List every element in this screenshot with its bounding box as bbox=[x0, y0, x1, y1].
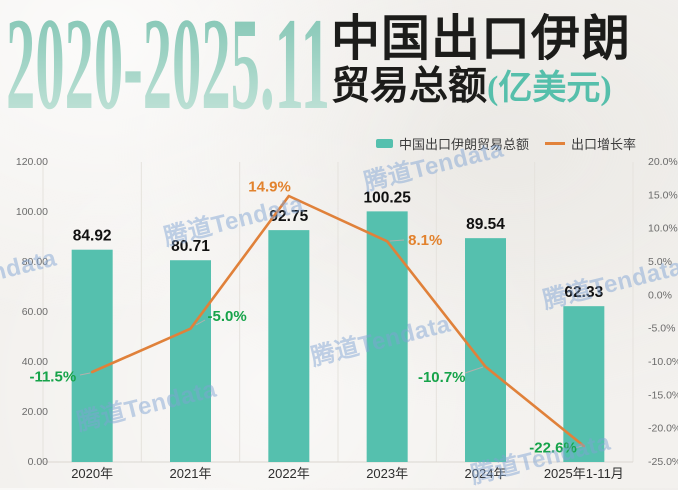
right-axis-tick: -10.0% bbox=[648, 356, 678, 368]
right-axis-tick: 5.0% bbox=[648, 256, 672, 268]
left-axis-tick: 40.00 bbox=[22, 356, 48, 368]
bar-value-label: 100.25 bbox=[363, 189, 411, 206]
growth-rate-label: -5.0% bbox=[208, 308, 247, 325]
chart-legend: 中国出口伊朗贸易总额 出口增长率 bbox=[376, 134, 636, 153]
rate-label-leader bbox=[195, 319, 206, 326]
growth-rate-label: -11.5% bbox=[29, 369, 76, 386]
bar bbox=[366, 211, 408, 462]
header-period: 2020-2025.11 bbox=[6, 16, 330, 120]
header-titles: 中国出口伊朗 贸易总额(亿美元) bbox=[331, 11, 671, 108]
right-axis-tick: 15.0% bbox=[648, 189, 678, 201]
rate-label-leader bbox=[574, 445, 583, 449]
bar bbox=[71, 249, 113, 462]
bar-swatch-icon bbox=[376, 139, 393, 148]
x-axis-category-label: 2022年 bbox=[268, 466, 310, 481]
right-axis-tick: -25.0% bbox=[648, 456, 678, 468]
x-axis-category-label: 2024年 bbox=[465, 466, 507, 481]
bar-value-label: 62.33 bbox=[564, 284, 603, 301]
left-axis-tick: 100.00 bbox=[16, 206, 48, 218]
right-axis-tick: -20.0% bbox=[648, 423, 678, 435]
left-axis-tick: 60.00 bbox=[22, 306, 48, 318]
right-axis-tick: 20.0% bbox=[648, 156, 678, 168]
header-period-graphic: 2020-2025.11 bbox=[6, 16, 330, 120]
bar bbox=[268, 230, 310, 462]
rate-label-leader bbox=[389, 239, 405, 242]
legend-label: 出口增长率 bbox=[571, 137, 637, 152]
right-axis-tick: -15.0% bbox=[648, 389, 678, 401]
left-axis-tick: 80.00 bbox=[22, 256, 48, 268]
bar bbox=[170, 260, 211, 462]
growth-rate-label: 8.1% bbox=[408, 232, 442, 249]
bar-value-label: 80.71 bbox=[171, 238, 210, 255]
x-axis-category-label: 2023年 bbox=[366, 466, 408, 481]
left-axis-tick: 0.00 bbox=[28, 456, 49, 468]
right-axis-tick: -5.0% bbox=[648, 323, 675, 335]
legend-item-total: 中国出口伊朗贸易总额 bbox=[376, 134, 529, 153]
x-axis-category-label: 2025年1-11月 bbox=[544, 466, 624, 481]
left-axis-tick: 120.00 bbox=[16, 156, 48, 168]
page-title-line2: 贸易总额(亿美元) bbox=[331, 64, 671, 108]
growth-rate-label: -10.7% bbox=[418, 369, 466, 386]
bar-value-label: 89.54 bbox=[466, 216, 505, 233]
rate-label-leader bbox=[79, 372, 91, 376]
legend-label: 中国出口伊朗贸易总额 bbox=[399, 137, 530, 152]
growth-rate-line bbox=[90, 194, 586, 448]
x-axis-category-label: 2021年 bbox=[170, 466, 212, 481]
line-swatch-icon bbox=[545, 142, 566, 145]
header: 2020-2025.11 中国出口伊朗 贸易总额(亿美元) bbox=[0, 0, 678, 132]
rate-label-leader bbox=[464, 366, 484, 374]
page-title-unit: (亿美元) bbox=[487, 69, 612, 107]
growth-rate-label: 14.9% bbox=[248, 179, 291, 196]
right-axis-tick: 10.0% bbox=[648, 223, 678, 235]
page-title-line1: 中国出口伊朗 bbox=[331, 11, 632, 66]
page-title-amount: 贸易总额 bbox=[331, 64, 488, 108]
bar-value-label: 84.92 bbox=[73, 228, 112, 245]
bar-value-label: 92.75 bbox=[269, 208, 308, 225]
right-axis-tick: 0.0% bbox=[648, 289, 672, 301]
x-axis-category-label: 2020年 bbox=[71, 466, 113, 481]
growth-rate-label: -22.6% bbox=[529, 440, 577, 457]
left-axis-tick: 20.00 bbox=[22, 406, 48, 418]
legend-item-growth-rate: 出口增长率 bbox=[545, 134, 636, 153]
